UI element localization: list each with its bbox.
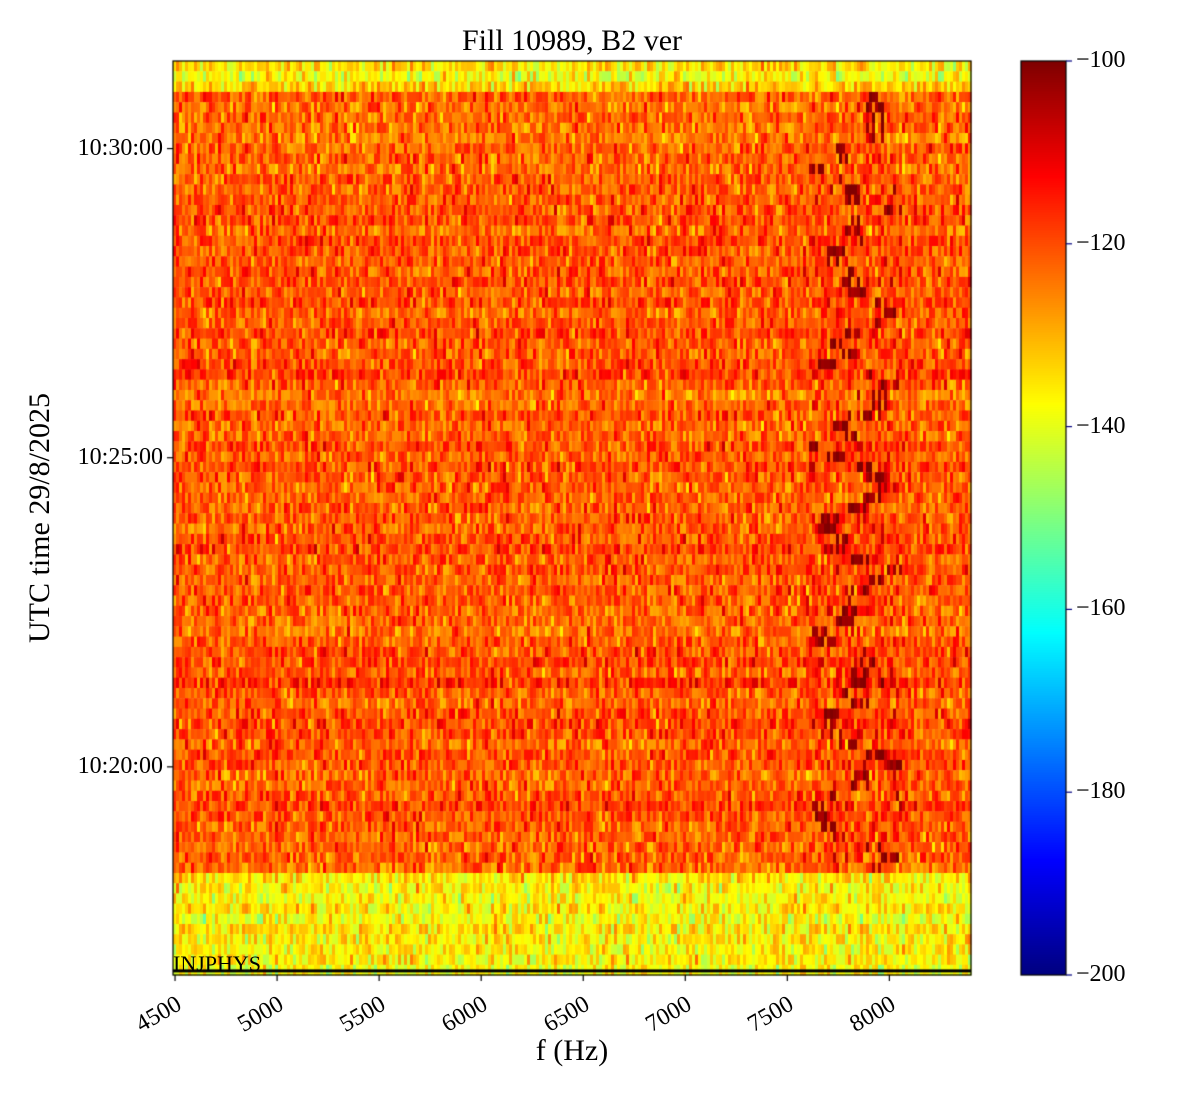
y-axis-label: UTC time 29/8/2025 xyxy=(23,393,56,643)
colorbar-tick-label: −160 xyxy=(1076,595,1126,622)
colorbar-tick-label: −120 xyxy=(1076,229,1126,256)
colorbar-tick-label: −200 xyxy=(1076,961,1126,987)
y-tick-label: 10:25:00 xyxy=(77,443,163,470)
chart-title: Fill 10989, B2 ver xyxy=(461,24,683,57)
y-tick-label: 10:20:00 xyxy=(77,752,163,779)
colorbar-tick-label: −100 xyxy=(1076,47,1126,73)
colorbar-tick-label: −140 xyxy=(1076,412,1126,439)
y-tick-label: 10:30:00 xyxy=(77,134,163,161)
colorbar-tick-label: −180 xyxy=(1076,778,1126,805)
x-axis-label: f (Hz) xyxy=(535,1034,609,1067)
injphys-annotation: INJPHYS xyxy=(173,951,262,976)
